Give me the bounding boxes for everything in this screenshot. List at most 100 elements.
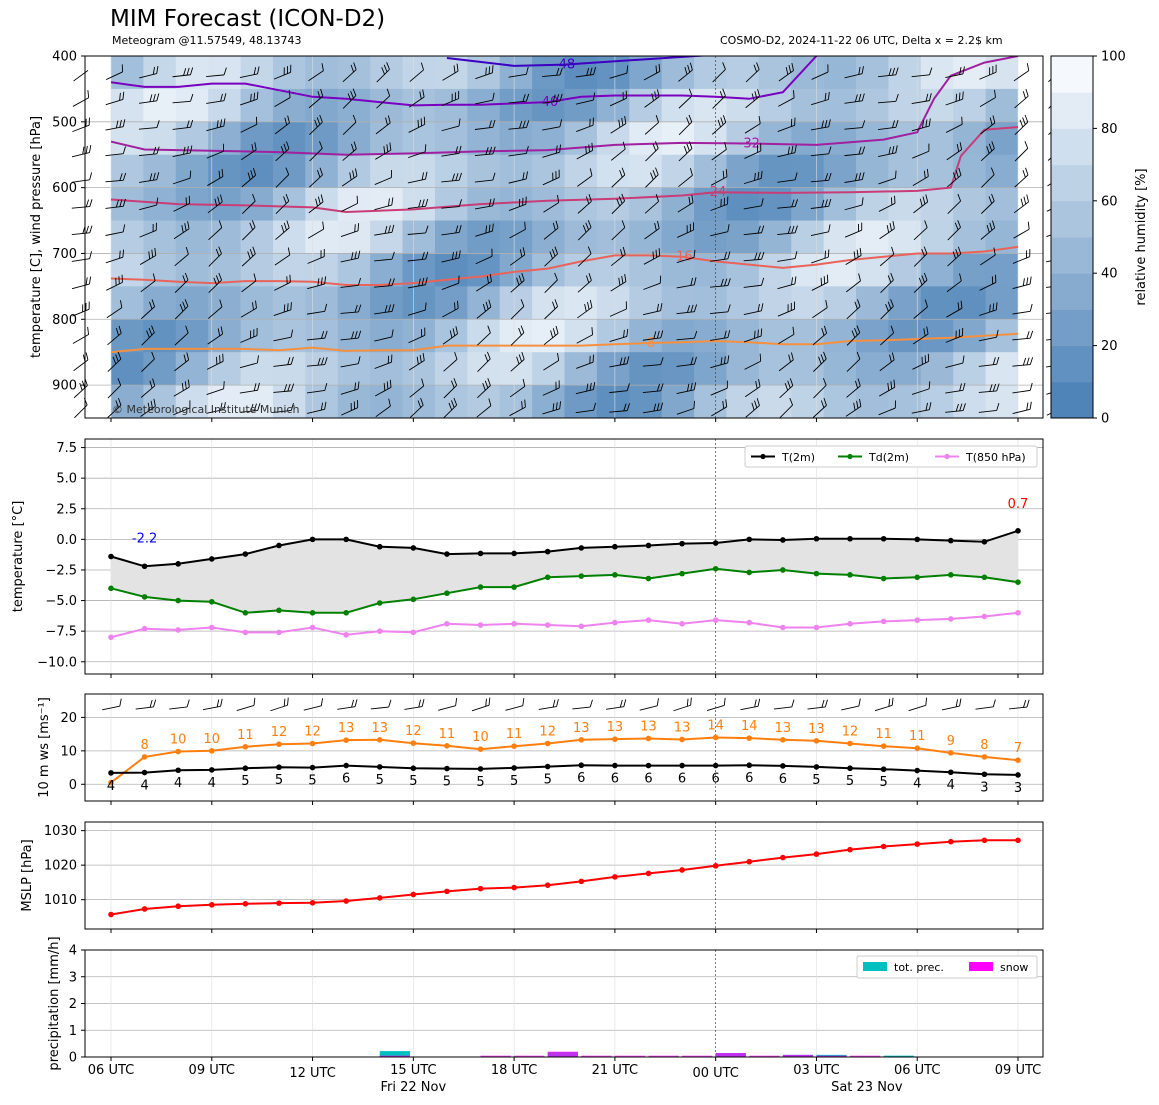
- wind-barb-shaft: [577, 175, 593, 187]
- surface-wind-barb-1: [135, 699, 157, 710]
- wind-barb-flag-0: [890, 325, 895, 334]
- wind-barb-shaft: [710, 362, 728, 369]
- wind-barb-flag-1: [387, 355, 390, 364]
- wind-barb-shaft: [575, 409, 594, 414]
- wind-barb-shaft: [642, 310, 661, 316]
- temp-series-2-point-8: [376, 628, 383, 634]
- rh-cell: [823, 352, 857, 386]
- wind-barb-shaft: [543, 202, 559, 213]
- wind-barb-flag-0: [727, 278, 731, 286]
- wind-barb: [911, 93, 932, 104]
- wind-barb-shaft: [878, 386, 896, 397]
- rh-cell: [467, 286, 501, 320]
- wind-barb-flag-1: [450, 380, 455, 388]
- wind-barb-flag-0: [218, 220, 223, 228]
- wind-barb-flag-0: [861, 66, 864, 74]
- wind-barb-flag-2: [1020, 198, 1024, 207]
- temp-series-2-point-5: [276, 629, 282, 636]
- wind-barb-shaft: [1014, 121, 1029, 136]
- wind-barb-flag-0: [424, 302, 427, 311]
- surface-wind-barb-17-flag-1: [686, 698, 689, 707]
- wind-barb-flag-0: [760, 143, 762, 152]
- rh-cell: [726, 56, 760, 90]
- wind-barb: [341, 400, 359, 416]
- wind-series-1-point-0: [108, 770, 114, 776]
- wind-series-1-point-12: [511, 765, 517, 771]
- wind-barb-flag-1: [183, 354, 187, 363]
- temp-series-2-point-24: [914, 617, 921, 623]
- wind-barb-flag-0: [187, 221, 190, 229]
- wind-barb-flag-2: [787, 226, 791, 234]
- wind-barb-flag-1: [858, 146, 862, 155]
- wind-barb-flag-0: [218, 272, 223, 281]
- wind-barb-flag-0: [486, 351, 491, 360]
- rh-cell: [532, 88, 566, 123]
- temp-ytick-label-7: −10.0: [37, 655, 77, 670]
- wind-barb-shaft: [577, 227, 592, 241]
- temp-series-2-point-19: [746, 619, 753, 626]
- wind-barb-flag-1: [757, 303, 760, 312]
- wind-barb-flag-1: [589, 355, 591, 364]
- wind-barb-flag-0: [858, 273, 861, 281]
- surface-wind-barb-7-flag-0: [354, 699, 358, 707]
- wind-barb-shaft: [878, 126, 896, 130]
- speed-label-18: 6: [712, 772, 720, 787]
- wind-barb-flag-1: [856, 249, 859, 258]
- temp-series-1-point-2: [175, 597, 181, 604]
- wind-barb-flag-1: [587, 301, 590, 310]
- wind-barb-shaft: [409, 385, 424, 398]
- wind-barb-flag-1: [350, 90, 354, 99]
- wind-barb-flag-0: [89, 172, 93, 180]
- wind-barb: [711, 141, 727, 161]
- surface-wind-barb-15: [605, 699, 627, 710]
- wind-barb-flag-0: [89, 276, 92, 285]
- mslp-point-4: [242, 901, 249, 907]
- temp-series-2-point-7: [343, 632, 349, 638]
- wind-barb-flag-0: [1029, 382, 1033, 391]
- rh-cell: [175, 352, 209, 386]
- temp-series-2-point-2: [175, 627, 181, 633]
- wind-barb-flag-1: [455, 225, 459, 234]
- wind-barb: [241, 193, 256, 214]
- wind-barb-flag-0: [660, 383, 664, 391]
- rh-cell: [564, 286, 598, 320]
- wind-barb-flag-2: [147, 402, 151, 411]
- surface-wind-barb-14-shaft: [572, 706, 591, 710]
- rh-cell: [596, 352, 630, 386]
- wind-barb-flag-2: [989, 384, 993, 392]
- wind-barb: [139, 247, 157, 265]
- wind-barb-flag-0: [857, 378, 861, 387]
- wind-barb-flag-1: [215, 248, 220, 257]
- surface-wind-barb-13-flag-0: [556, 699, 559, 707]
- wind-barb-flag-0: [688, 88, 693, 97]
- wind-barb-flag-0: [457, 300, 459, 309]
- wind-barb-flag-1: [992, 357, 996, 365]
- wind-barb-shaft: [945, 73, 964, 79]
- surface-wind-barb-8-flag-0: [388, 699, 392, 708]
- surface-wind-barb-18-shaft: [706, 705, 725, 711]
- wind-barb: [307, 248, 325, 264]
- wind-barb: [913, 299, 928, 319]
- wind-barb-flag-0: [789, 378, 794, 386]
- wind-barb: [275, 141, 290, 162]
- wind-barb-shaft: [576, 124, 594, 132]
- rh-cell: [920, 286, 954, 320]
- wind-barb-flag-1: [887, 301, 892, 309]
- wind-barb: [1014, 88, 1029, 109]
- wind-barb-flag-0: [319, 167, 323, 176]
- wind-barb-flag-2: [986, 225, 990, 233]
- wind-barb: [72, 301, 90, 317]
- surface-wind-barb-3-flag-1: [216, 699, 220, 708]
- wind-barb: [409, 62, 424, 82]
- wind-barb-flag-2: [754, 252, 758, 261]
- wind-barb-flag-1: [958, 92, 961, 101]
- wind-barb-flag-0: [391, 251, 395, 260]
- rh-cell: [111, 352, 144, 386]
- wind-barb: [877, 67, 899, 78]
- rh-cell: [499, 187, 533, 222]
- rh-cell: [791, 319, 825, 353]
- wind-series-1-point-11: [477, 766, 484, 772]
- wind-barb-flag-0: [323, 248, 325, 257]
- wind-series-0-point-25: [948, 750, 954, 756]
- surface-wind-barb-3: [202, 698, 223, 711]
